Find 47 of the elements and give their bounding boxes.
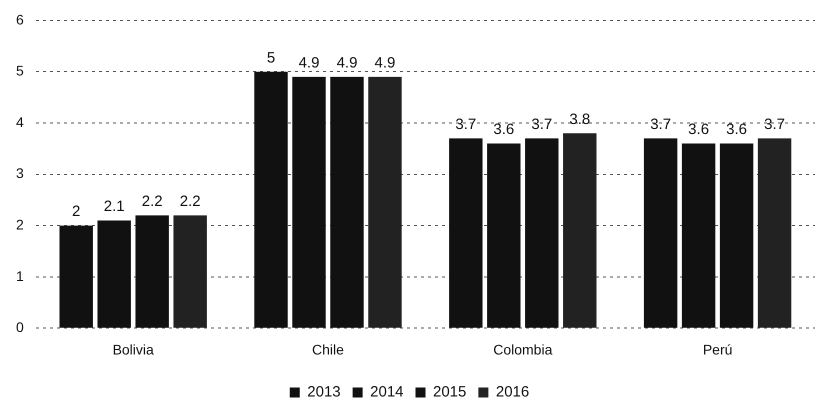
bar — [59, 226, 93, 328]
legend-label: 2016 — [496, 384, 530, 401]
bar — [644, 138, 678, 328]
bar — [487, 144, 521, 328]
bar — [368, 76, 402, 328]
data-label: 5 — [266, 49, 276, 66]
data-label: 3.7 — [650, 116, 672, 134]
y-tick-label: 5 — [16, 62, 24, 79]
data-label: 4.9 — [336, 54, 358, 72]
bar — [563, 133, 596, 328]
data-label: 3.6 — [688, 121, 710, 138]
bar — [720, 144, 754, 328]
x-tick-label: Colombia — [493, 341, 553, 358]
bar — [525, 138, 559, 328]
bar — [254, 72, 288, 328]
y-tick-label: 6 — [16, 11, 24, 28]
bar — [97, 220, 131, 328]
data-label: 4.9 — [298, 54, 320, 72]
data-label: 3.7 — [531, 116, 552, 134]
bar — [682, 144, 716, 328]
x-tick-label: Chile — [312, 341, 344, 358]
y-tick-label: 2 — [16, 216, 24, 232]
legend-label: 2013 — [307, 384, 341, 401]
bar — [173, 215, 207, 328]
bar — [758, 138, 792, 328]
data-label: 3.7 — [455, 116, 476, 134]
y-tick-label: 4 — [16, 114, 24, 130]
legend-label: 2014 — [370, 384, 404, 401]
bar — [449, 138, 483, 328]
data-label: 2.2 — [142, 192, 163, 210]
x-tick-label: Perú — [702, 341, 732, 358]
data-label: 3.6 — [493, 121, 514, 138]
data-label: 2 — [72, 203, 80, 220]
data-label: 3.6 — [726, 121, 748, 138]
data-label: 3.7 — [764, 116, 786, 134]
data-label: 2.2 — [180, 192, 201, 210]
legend-label: 2015 — [433, 384, 466, 401]
data-label: 3.8 — [569, 110, 590, 128]
y-tick-label: 1 — [16, 268, 24, 284]
y-tick-label: 0 — [16, 319, 24, 336]
y-tick-label: 3 — [16, 165, 24, 182]
data-label: 4.9 — [374, 54, 396, 72]
bar — [135, 215, 169, 328]
bar — [330, 76, 364, 328]
data-label: 2.1 — [104, 198, 125, 216]
x-tick-label: Bolivia — [112, 341, 154, 358]
bar — [292, 76, 326, 328]
